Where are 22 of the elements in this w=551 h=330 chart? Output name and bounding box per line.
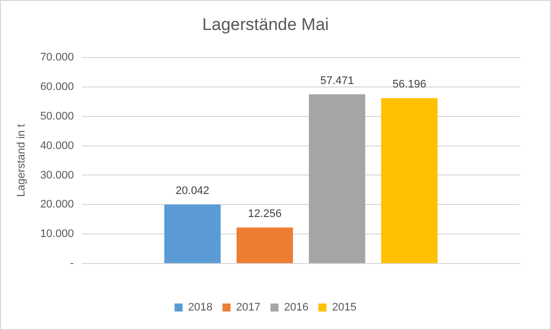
y-tick-label: 20.000 [40, 198, 74, 211]
bar [308, 94, 366, 264]
legend-label: 2015 [332, 302, 356, 314]
y-axis-title: Lagerstand in t [16, 124, 28, 197]
y-tick-label: 60.000 [40, 80, 74, 93]
bar [381, 98, 438, 264]
legend-label: 2016 [284, 302, 308, 314]
bar [164, 204, 221, 264]
y-tick-label: 40.000 [40, 140, 74, 152]
data-label: 12.256 [248, 208, 282, 220]
y-tick-label: - [70, 258, 74, 270]
data-label: 20.042 [176, 185, 210, 198]
y-tick-label: 10.000 [40, 228, 74, 240]
y-tick-label: 70.000 [40, 51, 74, 64]
chart-title: Lagerstände Mai [202, 14, 329, 34]
data-label: 56.196 [392, 78, 426, 91]
y-tick-label: 30.000 [40, 169, 74, 182]
legend-label: 2018 [188, 302, 213, 314]
bar [236, 228, 293, 264]
legend-label: 2017 [236, 302, 261, 314]
data-label: 57.471 [320, 74, 354, 87]
y-tick-label: 50.000 [40, 110, 74, 122]
